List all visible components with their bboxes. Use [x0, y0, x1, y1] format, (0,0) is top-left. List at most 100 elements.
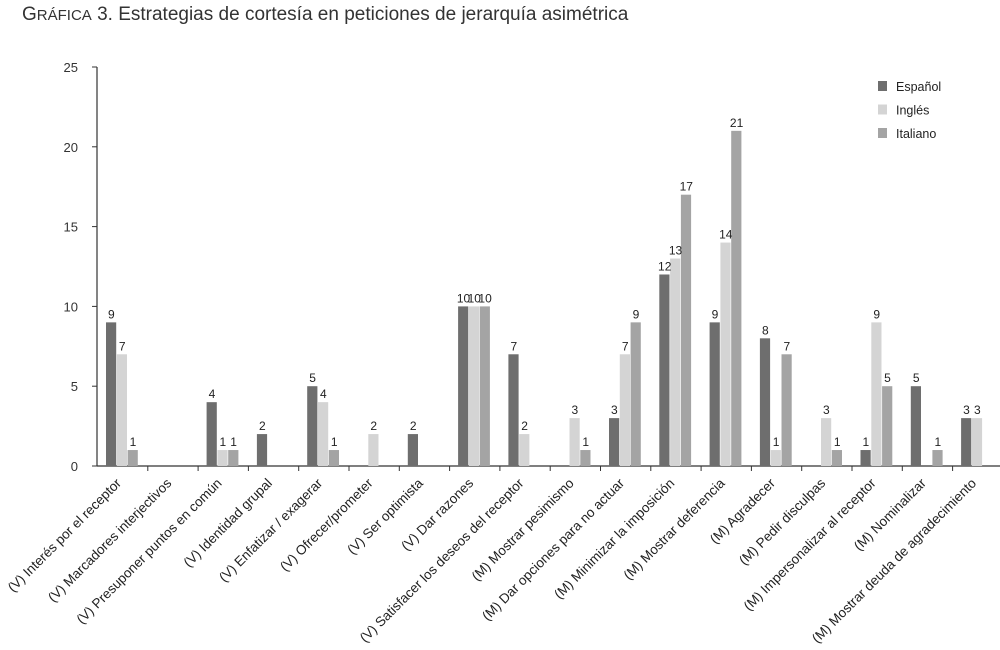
bar-inglés-2 — [217, 450, 228, 466]
bar-inglés-14 — [821, 418, 832, 466]
y-tick-label: 25 — [64, 60, 78, 75]
bar-inglés-7 — [468, 306, 480, 466]
data-label: 5 — [309, 371, 316, 385]
category-label: (M) Mostrar pesimismo — [469, 476, 577, 584]
category-label: (M) Pedir disculpas — [736, 475, 828, 567]
data-label: 17 — [680, 180, 694, 194]
bar-inglés-5 — [368, 434, 379, 466]
chart-title-prefix: GRÁFICA 3. — [22, 4, 113, 25]
bar-inglés-13 — [770, 450, 781, 466]
bar-italiano-16 — [932, 450, 943, 466]
y-tick-label: 5 — [71, 379, 78, 394]
bar-italiano-4 — [328, 450, 339, 466]
bar-español-11 — [659, 274, 670, 466]
bar-italiano-7 — [479, 306, 490, 466]
data-label: 2 — [410, 419, 417, 433]
bar-inglés-9 — [569, 418, 580, 466]
data-label: 2 — [259, 419, 266, 433]
bar-inglés-4 — [318, 402, 329, 466]
bar-español-4 — [307, 386, 318, 466]
data-label: 2 — [521, 419, 528, 433]
bar-inglés-8 — [519, 434, 530, 466]
bar-italiano-15 — [882, 386, 893, 466]
bar-español-7 — [458, 306, 469, 466]
category-labels: (V) Interés por el receptor(V) Marcadore… — [5, 475, 979, 646]
bar-italiano-14 — [831, 450, 842, 466]
data-label: 1 — [130, 435, 137, 449]
data-label: 1 — [773, 435, 780, 449]
data-label: 9 — [712, 307, 719, 321]
data-label: 7 — [622, 339, 629, 353]
data-label: 1 — [219, 435, 226, 449]
bar-italiano-13 — [781, 354, 792, 466]
bar-español-2 — [206, 402, 217, 466]
y-tick-label: 0 — [71, 459, 78, 474]
y-tick-label: 15 — [64, 220, 78, 235]
data-label: 7 — [784, 339, 791, 353]
chart-title: GRÁFICA 3. Estrategias de cortesía en pe… — [22, 4, 628, 26]
bar-español-17 — [961, 418, 972, 466]
data-label: 1 — [582, 435, 589, 449]
data-label: 7 — [119, 339, 126, 353]
bar-español-13 — [759, 338, 771, 466]
bar-inglés-15 — [871, 322, 882, 466]
data-label: 1 — [934, 435, 941, 449]
data-label: 3 — [974, 403, 981, 417]
data-label: 1 — [834, 435, 841, 449]
bar-español-3 — [256, 434, 268, 466]
legend-label: Inglés — [896, 104, 929, 118]
data-label: 2 — [370, 419, 377, 433]
data-label: 3 — [611, 403, 618, 417]
bar-español-16 — [910, 386, 921, 466]
bar-inglés-10 — [619, 354, 630, 466]
data-label: 4 — [209, 387, 216, 401]
bar-inglés-17 — [971, 418, 983, 466]
data-label: 13 — [669, 244, 683, 258]
data-label: 7 — [510, 339, 517, 353]
bar-italiano-9 — [580, 450, 591, 466]
data-label: 3 — [963, 403, 970, 417]
bar-italiano-12 — [731, 130, 742, 466]
data-label: 3 — [572, 403, 579, 417]
bar-español-6 — [407, 434, 418, 466]
data-label: 1 — [230, 435, 237, 449]
category-label: (V) Identidad grupal — [181, 476, 275, 570]
chart-legend: Español Inglés Italiano — [878, 80, 941, 141]
data-label: 12 — [658, 259, 672, 273]
legend-label: Español — [896, 80, 941, 94]
legend-swatch-español — [878, 81, 887, 91]
data-label: 14 — [719, 228, 733, 242]
legend-swatch-inglés — [878, 104, 887, 115]
bar-inglés-12 — [720, 242, 731, 466]
bar-español-0 — [106, 322, 117, 466]
data-label: 5 — [913, 371, 920, 385]
category-label: (V) Ofrecer/prometer — [277, 475, 376, 574]
bar-inglés-0 — [116, 354, 127, 466]
category-label: (M) Mostrar deferencia — [621, 475, 728, 582]
bar-español-8 — [508, 354, 519, 466]
bar-italiano-2 — [228, 450, 239, 466]
bar-español-15 — [860, 450, 871, 466]
legend-swatch-italiano — [878, 128, 887, 138]
data-label: 10 — [457, 291, 471, 305]
y-tick-label: 10 — [64, 299, 78, 314]
data-label: 8 — [762, 323, 769, 337]
data-label: 10 — [478, 291, 492, 305]
bar-español-10 — [609, 418, 620, 466]
bar-italiano-0 — [127, 450, 138, 466]
bar-italiano-11 — [680, 194, 692, 466]
bar-español-12 — [709, 322, 720, 466]
chart-title-text: Estrategias de cortesía en peticiones de… — [118, 4, 629, 25]
data-label: 3 — [823, 403, 830, 417]
data-label: 9 — [633, 307, 640, 321]
legend-label: Italiano — [896, 127, 936, 141]
data-label: 4 — [320, 387, 327, 401]
data-label: 9 — [873, 307, 880, 321]
bar-inglés-11 — [670, 258, 681, 466]
data-label: 1 — [863, 435, 870, 449]
data-label: 9 — [108, 307, 115, 321]
y-tick-label: 20 — [64, 140, 78, 155]
